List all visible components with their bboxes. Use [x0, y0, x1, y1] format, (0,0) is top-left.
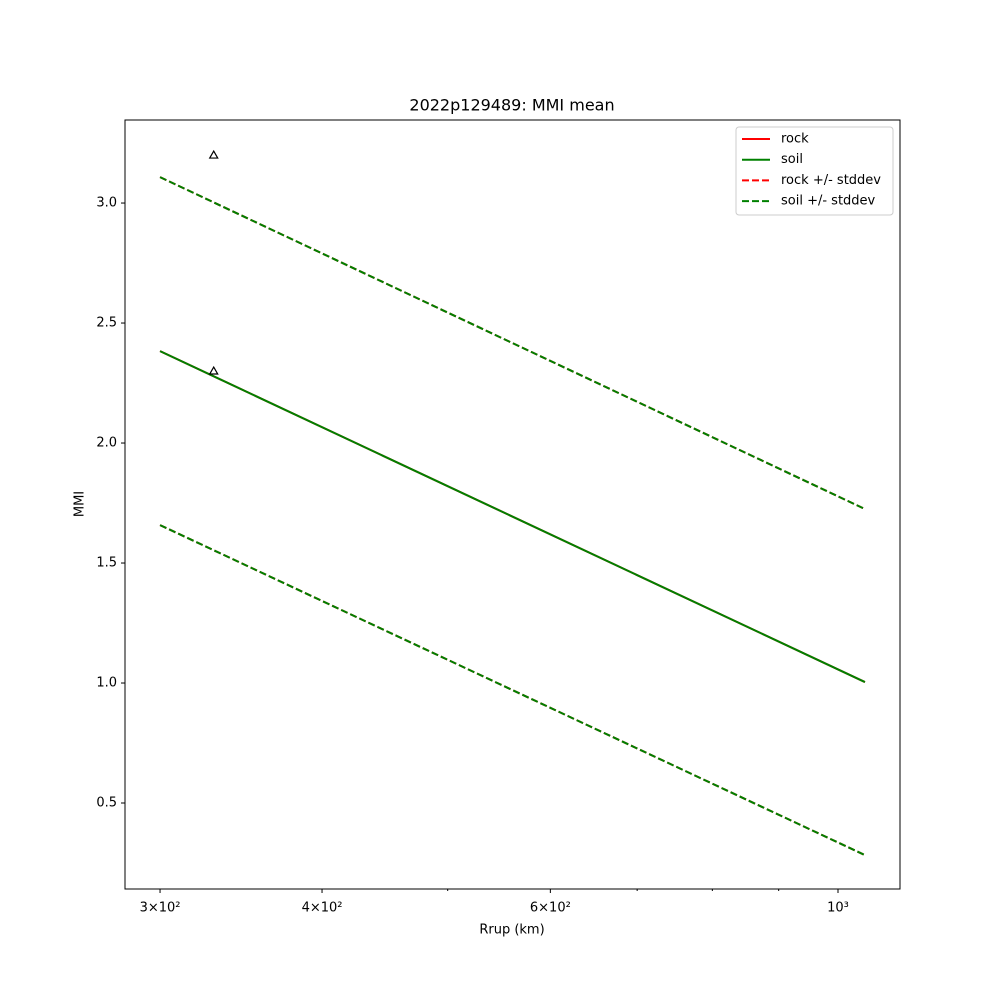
x-axis-label: Rrup (km) — [479, 923, 544, 938]
legend-label: soil — [781, 152, 803, 167]
observation-marker — [208, 149, 219, 159]
legend-box — [735, 126, 894, 216]
chart-title: 2022p129489: MMI mean — [409, 96, 614, 115]
y-tick-label: 2.0 — [96, 436, 117, 451]
y-tick-label: 3.0 — [96, 196, 117, 211]
x-tick-label: 10³ — [827, 901, 849, 916]
legend-label: rock — [781, 132, 809, 147]
y-tick-label: 1.5 — [96, 556, 117, 571]
y-axis-label: MMI — [73, 491, 88, 517]
series-line — [159, 350, 866, 683]
x-tick-label: 6×10² — [530, 901, 571, 916]
y-tick-label: 2.5 — [96, 316, 117, 331]
x-tick-label: 4×10² — [302, 901, 343, 916]
legend-label: soil +/- stddev — [781, 194, 876, 209]
legend-label: rock +/- stddev — [781, 173, 881, 188]
y-tick-label: 0.5 — [96, 796, 117, 811]
x-tick-label: 3×10² — [140, 901, 181, 916]
observation-marker — [208, 365, 219, 375]
y-tick-label: 1.0 — [96, 676, 117, 691]
plot-frame — [124, 119, 901, 890]
